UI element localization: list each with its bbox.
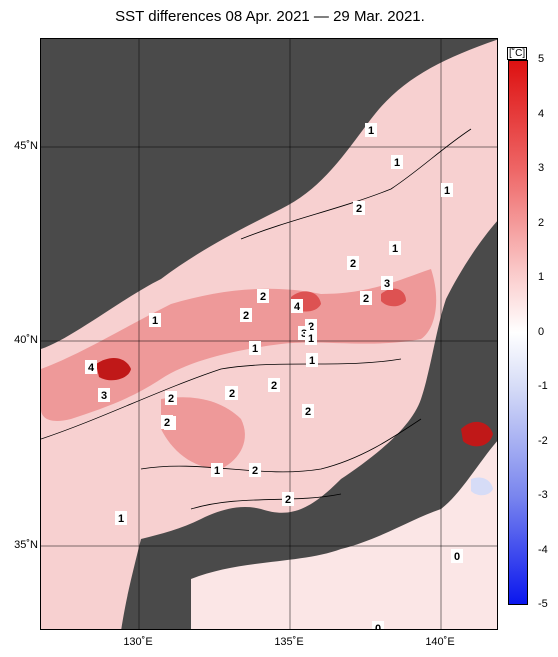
hot-spot <box>96 357 131 381</box>
x-label-135: 135˚E <box>274 636 304 648</box>
contour-label: 2 <box>353 201 365 215</box>
svg-text:2: 2 <box>168 393 174 405</box>
contour-label: 1 <box>211 463 223 477</box>
warm-band <box>41 269 437 421</box>
svg-text:2: 2 <box>243 310 249 322</box>
contour-label: 0 <box>372 621 384 630</box>
contour-label: 2 <box>249 463 261 477</box>
colorbar-tick: 4 <box>538 107 545 120</box>
colorbar-tick: 3 <box>538 162 545 174</box>
svg-text:1: 1 <box>309 355 315 367</box>
contour-line <box>140 418 422 473</box>
y-label-40: 40˚N <box>14 334 38 346</box>
svg-text:1: 1 <box>308 333 314 345</box>
contour-label: 1 <box>115 511 127 525</box>
colorbar-tick: -3 <box>538 489 548 501</box>
svg-text:2: 2 <box>252 465 258 477</box>
contour-label: 2 <box>347 256 359 270</box>
svg-text:0: 0 <box>375 623 381 630</box>
contour-label: 2 <box>360 291 372 305</box>
contour-label: 1 <box>149 313 161 327</box>
svg-text:2: 2 <box>363 293 369 305</box>
svg-text:2: 2 <box>305 406 311 418</box>
colorbar-tick: 1 <box>538 271 545 283</box>
colorbar-tick: 0 <box>538 325 545 338</box>
svg-text:2: 2 <box>229 388 235 400</box>
contour-label: 0 <box>451 549 463 563</box>
svg-text:2: 2 <box>260 291 266 303</box>
contour-label: 2 <box>161 415 173 429</box>
sea-south <box>191 441 497 629</box>
svg-text:1: 1 <box>368 125 374 137</box>
svg-text:4: 4 <box>88 362 95 374</box>
svg-text:2: 2 <box>356 203 362 215</box>
colorbar-tick: 2 <box>538 216 545 229</box>
hot-spot <box>381 288 406 307</box>
contour-label: 2 <box>165 391 177 405</box>
colorbar-tick: -1 <box>538 380 548 392</box>
contour-label: 1 <box>365 123 377 137</box>
colorbar-tick: 5 <box>538 53 545 65</box>
svg-text:1: 1 <box>444 185 450 197</box>
contour-label: 2 <box>268 378 280 392</box>
svg-text:3: 3 <box>101 390 107 402</box>
contour-line <box>240 128 472 240</box>
contour-label: 2 <box>226 386 238 400</box>
svg-text:0: 0 <box>454 551 460 563</box>
contour-label: 2 <box>257 289 269 303</box>
svg-text:1: 1 <box>252 343 258 355</box>
svg-text:2: 2 <box>271 380 277 392</box>
svg-text:2: 2 <box>308 321 314 333</box>
hot-spot <box>461 421 493 447</box>
contour-label: 1 <box>441 183 453 197</box>
svg-text:3: 3 <box>301 328 307 340</box>
colorbar-tick: -5 <box>538 598 548 610</box>
contour-label: 1 <box>306 353 318 367</box>
svg-text:4: 4 <box>294 301 301 313</box>
svg-text:1: 1 <box>152 315 158 327</box>
sst-map: 11112232124232114312212222122100 <box>40 38 498 630</box>
svg-text:1: 1 <box>392 243 398 255</box>
contour-label: 1 <box>389 241 401 255</box>
contour-label: 1 <box>249 341 261 355</box>
map-title: SST differences 08 Apr. 2021 — 29 Mar. 2… <box>115 8 425 25</box>
contour-line <box>190 493 342 510</box>
contour-label: 2 <box>302 404 314 418</box>
y-label-35: 35˚N <box>14 539 38 551</box>
contour-label: 4 <box>85 360 97 374</box>
colorbar-unit: [˚C] <box>507 47 528 60</box>
cool-patch <box>471 477 493 496</box>
colorbar-tick: -4 <box>538 543 548 556</box>
svg-text:2: 2 <box>285 494 291 506</box>
x-label-140: 140˚E <box>425 636 455 648</box>
svg-text:1: 1 <box>394 157 400 169</box>
contour-label: 1 <box>305 331 317 345</box>
warm-band <box>161 397 245 469</box>
contour-label: 3 <box>98 388 110 402</box>
svg-text:2: 2 <box>164 417 170 429</box>
contour-label: 3 <box>381 276 393 290</box>
svg-text:1: 1 <box>214 465 220 477</box>
x-label-130: 130˚E <box>123 636 153 648</box>
svg-text:3: 3 <box>384 278 390 290</box>
contour-label: 2 <box>240 308 252 322</box>
y-label-45: 45˚N <box>14 140 38 152</box>
svg-text:2: 2 <box>350 258 356 270</box>
contour-label: 4 <box>291 299 303 313</box>
colorbar-tick: -2 <box>538 434 548 447</box>
colorbar <box>508 60 528 605</box>
contour-label: 2 <box>282 492 294 506</box>
sst-map-canvas: 11112232124232114312212222122100 <box>41 39 497 630</box>
svg-text:1: 1 <box>118 513 124 525</box>
contour-label: 1 <box>391 155 403 169</box>
contour-line <box>41 358 402 440</box>
